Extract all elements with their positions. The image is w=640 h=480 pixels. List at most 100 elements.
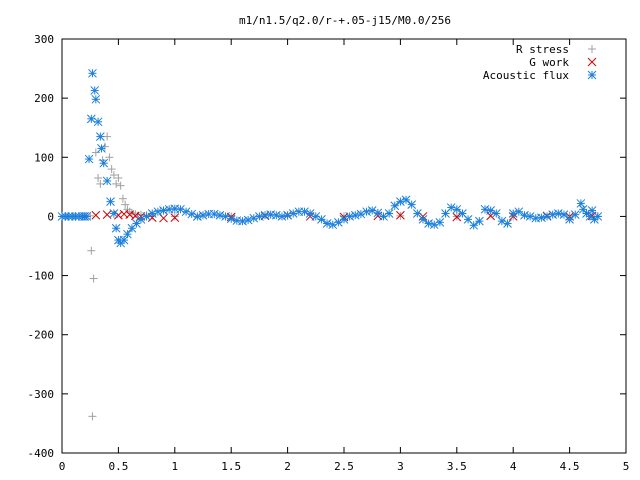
data-point xyxy=(95,132,105,141)
data-point xyxy=(100,142,109,151)
data-point xyxy=(452,204,462,214)
x-tick-label: 0.5 xyxy=(108,460,128,473)
data-point xyxy=(84,154,94,164)
data-point xyxy=(396,197,405,206)
data-point xyxy=(88,68,97,78)
legend-label: Acoustic flux xyxy=(483,69,569,82)
data-point xyxy=(87,246,96,255)
data-point xyxy=(90,86,100,95)
y-tick-label: 100 xyxy=(34,151,54,164)
data-point xyxy=(105,153,114,162)
data-point xyxy=(271,210,281,220)
x-tick-label: 4 xyxy=(510,460,517,473)
data-point xyxy=(94,173,103,182)
data-point xyxy=(446,203,456,212)
x-tick-label: 2.5 xyxy=(334,460,354,473)
axis-ticks: 0 0.5 1 1.5 2 2.5 3 3.5 4 4.5 5 300 200 100 0 -100 -200 -… xyxy=(28,33,630,473)
data-point xyxy=(255,212,264,221)
data-point xyxy=(587,206,597,215)
data-point xyxy=(345,212,354,221)
legend-marker xyxy=(587,70,597,80)
data-point xyxy=(96,179,105,188)
data-point xyxy=(114,173,123,182)
data-point xyxy=(147,209,157,218)
data-point xyxy=(491,209,501,218)
data-point xyxy=(243,215,253,225)
legend-marker xyxy=(588,45,596,53)
x-tick-label: 3.5 xyxy=(447,460,467,473)
data-marks xyxy=(57,68,603,421)
data-point xyxy=(553,209,563,218)
data-point xyxy=(153,207,163,217)
data-point xyxy=(418,215,428,224)
y-tick-label: 300 xyxy=(34,33,54,46)
data-point xyxy=(125,210,135,220)
data-point xyxy=(373,208,383,218)
data-point xyxy=(362,207,371,217)
x-tick-label: 5 xyxy=(623,460,630,473)
data-point xyxy=(384,209,394,218)
data-point xyxy=(525,212,535,221)
data-point xyxy=(260,210,270,220)
legend-label: G work xyxy=(529,56,569,69)
x-tick-label: 0 xyxy=(59,460,66,473)
data-point xyxy=(91,148,100,157)
data-point xyxy=(121,200,130,209)
data-point xyxy=(111,223,121,233)
data-point xyxy=(109,209,119,218)
data-point xyxy=(469,220,479,230)
data-point xyxy=(116,181,125,190)
data-point xyxy=(475,216,484,226)
data-point xyxy=(91,94,101,104)
data-point xyxy=(107,165,116,174)
x-tick-label: 1 xyxy=(171,460,178,473)
data-point xyxy=(198,210,208,220)
y-tick-label: 200 xyxy=(34,92,54,105)
data-point xyxy=(99,158,109,168)
data-point xyxy=(334,217,343,227)
data-point xyxy=(593,212,603,221)
data-point xyxy=(390,201,400,211)
data-point xyxy=(112,179,121,188)
data-point xyxy=(396,210,405,220)
series-r-stress xyxy=(58,132,602,421)
data-point xyxy=(503,219,512,228)
data-point xyxy=(193,212,202,221)
x-tick-label: 3 xyxy=(397,460,404,473)
data-point xyxy=(401,195,411,205)
legend-marker xyxy=(587,57,597,67)
data-point xyxy=(300,207,309,217)
data-point xyxy=(514,207,524,217)
data-point xyxy=(89,274,98,283)
data-point xyxy=(288,209,298,218)
data-point xyxy=(480,204,490,214)
series-acoustic-flux xyxy=(57,68,603,248)
data-point xyxy=(350,210,360,220)
data-point xyxy=(114,210,123,220)
x-tick-label: 1.5 xyxy=(221,460,241,473)
data-point xyxy=(238,216,247,226)
data-point xyxy=(118,194,127,203)
data-point xyxy=(537,213,546,222)
data-point xyxy=(170,213,180,222)
data-point xyxy=(578,204,588,214)
data-point xyxy=(576,199,586,208)
y-tick-label: -200 xyxy=(28,329,55,342)
data-point xyxy=(542,212,552,221)
data-point xyxy=(102,176,112,186)
data-point xyxy=(93,117,103,127)
y-tick-label: -300 xyxy=(28,388,55,401)
data-point xyxy=(322,219,332,228)
plot-frame xyxy=(61,38,627,454)
x-tick-label: 2 xyxy=(284,460,291,473)
data-point xyxy=(435,217,445,227)
data-point xyxy=(209,209,219,219)
data-point xyxy=(565,215,574,224)
legend-label: R stress xyxy=(516,43,569,56)
data-point xyxy=(520,210,529,220)
data-point xyxy=(109,171,118,180)
data-point xyxy=(407,200,417,209)
y-tick-label: -400 xyxy=(28,447,55,460)
